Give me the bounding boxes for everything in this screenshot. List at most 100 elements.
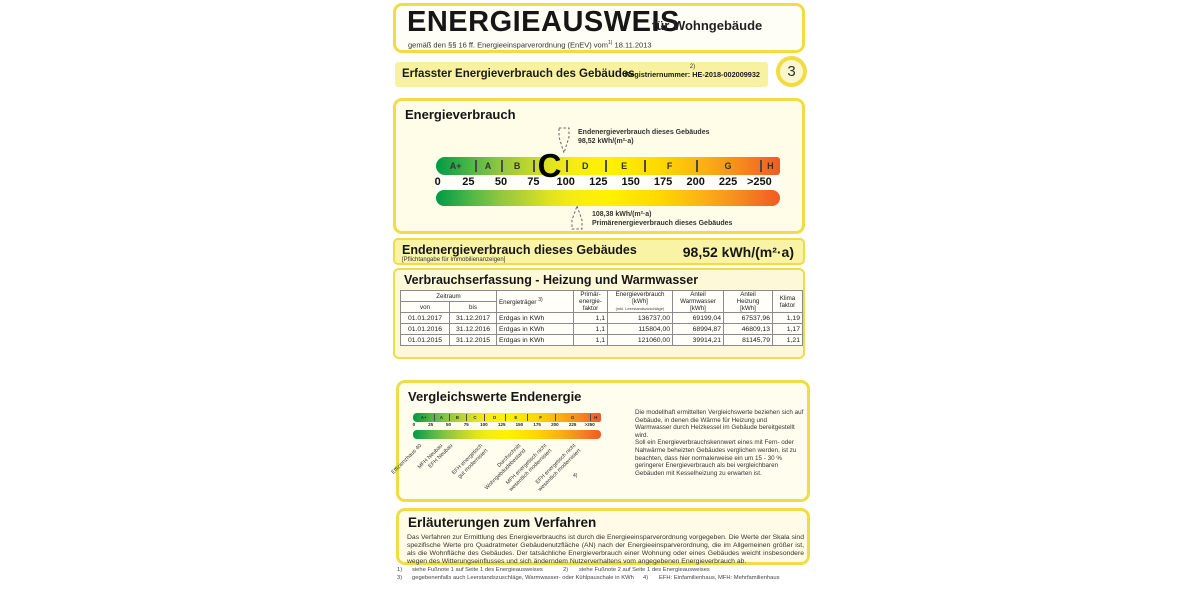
subtitle-date: 18.11.2013	[614, 40, 652, 50]
class-letter: A+	[420, 415, 427, 420]
consumption-table: Zeitraum Energieträger 3) Primär- energi…	[400, 290, 803, 346]
class-tick	[474, 159, 477, 173]
class-tick	[434, 413, 436, 422]
energy-class-band: A+ A B C D E F G H	[436, 149, 780, 182]
axis-tick-label: 125	[589, 176, 608, 188]
col-header-warmwasser: Anteil Warmwasser [kWh]	[672, 290, 724, 313]
cell-pef: 1,1	[573, 312, 608, 324]
certificate-header: ENERGIEAUSWEIS für Wohngebäude gemäß den…	[393, 3, 805, 53]
energy-scale-panel: Energieverbrauch Endenergieverbrauch die…	[393, 98, 805, 234]
class-letter: G	[570, 415, 575, 420]
cell-von: 01.01.2016	[400, 323, 450, 335]
footnote-mark: 2)	[563, 567, 569, 573]
cell-pef: 1,1	[573, 334, 608, 346]
primary-energy-value: 108,38 kWh/(m²·a)	[592, 211, 652, 218]
explanation-panel: Erläuterungen zum Verfahren Das Verfahre…	[396, 508, 810, 565]
class-tick	[695, 159, 698, 173]
comparison-paragraph: Die modellhaft ermittelten Vergleichswer…	[635, 409, 804, 477]
cell-energietraeger: Erdgas in KWh	[496, 323, 574, 335]
axis-tick-label: 225	[718, 176, 738, 188]
cell-bis: 31.12.2017	[449, 312, 497, 324]
col-header-verbrauch: Energieverbrauch [kWh] (inkl. Leerstandsz…	[607, 290, 673, 313]
class-tick	[483, 413, 485, 422]
cell-warmwasser: 69199,04	[672, 312, 724, 324]
axis-tick-label: 150	[515, 422, 524, 427]
comparison-panel: Vergleichswerte Endenergie A+ A B C D E …	[391, 380, 810, 502]
cell-verbrauch: 136737,00	[607, 312, 673, 324]
cell-von: 01.01.2015	[400, 334, 450, 346]
table-row: 01.01.2016 31.12.2016 Erdgas in KWh 1,1 …	[400, 323, 803, 335]
col-header-energietraeger: Energieträger 3)	[496, 290, 574, 313]
end-energy-row-value: 98,52 kWh/(m²·a)	[682, 244, 794, 260]
axis-tick-label: 200	[551, 422, 559, 427]
class-letter: B	[455, 415, 459, 420]
footnote-mark: 1)	[397, 567, 403, 573]
class-letter: A	[439, 415, 443, 420]
class-tick	[501, 159, 504, 173]
cell-energietraeger: Erdgas in KWh	[496, 334, 574, 346]
class-tick	[533, 159, 536, 173]
consumption-panel: Verbrauchserfassung - Heizung und Warmwa…	[393, 268, 805, 359]
footnotes: 1) siehe Fußnote 1 auf Seite 1 des Energ…	[397, 567, 808, 585]
cell-bis: 31.12.2015	[449, 334, 497, 346]
end-energy-row: Endenergieverbrauch dieses Gebäudes [Pfl…	[393, 238, 805, 265]
primary-energy-pointer-icon	[571, 205, 583, 230]
cell-heizung: 81145,79	[723, 334, 773, 346]
footnote-mark: 3)	[397, 575, 403, 581]
registration-number: Registriernummer: HE-2018-002009932	[624, 70, 760, 79]
axis-tick-label: 75	[527, 176, 540, 188]
class-letter: F	[539, 415, 543, 420]
footnote-text: siehe Fußnote 1 auf Seite 1 des Energiea…	[412, 567, 543, 573]
footnote-text: siehe Fußnote 2 auf Seite 1 des Energiea…	[579, 567, 710, 573]
class-letter: B	[513, 161, 521, 171]
axis-tick-label: 200	[686, 176, 705, 188]
axis-tick-label: 0	[412, 422, 416, 427]
explanation-title: Erläuterungen zum Verfahren	[408, 515, 597, 530]
axis-tick-label: 75	[463, 422, 469, 427]
col-header-zeitraum: Zeitraum	[400, 290, 497, 302]
verbrauch-sublabel: (inkl. Leerstandszuschläge)	[615, 306, 665, 311]
axis-tick-label: 225	[568, 422, 577, 427]
axis-tick-label: >250	[746, 176, 772, 188]
axis-tick-label: 100	[480, 422, 488, 427]
axis-tick-label: 25	[428, 422, 434, 427]
cell-heizung: 67537,96	[723, 312, 773, 324]
page-title: ENERGIEAUSWEIS	[407, 6, 680, 38]
class-letter: E	[514, 415, 518, 420]
footnote-ref-4: 4)	[573, 473, 578, 479]
footnote-text: EFH: Einfamilienhaus, MFH: Mehrfamilienh…	[659, 575, 780, 581]
section-bar: Erfasster Energieverbrauch des Gebäudes …	[395, 62, 768, 87]
comparison-label: EFH Neubau	[427, 443, 455, 470]
primary-energy-label: Primärenergieverbrauch dieses Gebäudes	[592, 219, 733, 227]
col-header-von: von	[400, 301, 450, 313]
primary-energy-annotation: 108,38 kWh/(m²·a) Primärenergieverbrauch…	[592, 211, 732, 228]
footnote-ref-1: 1)	[607, 40, 613, 46]
table-row: 01.01.2015 31.12.2015 Erdgas in KWh 1,1 …	[400, 334, 803, 346]
cell-energietraeger: Erdgas in KWh	[496, 312, 574, 324]
axis-tick-label: 150	[621, 176, 640, 188]
cell-klima: 1,21	[772, 334, 803, 346]
end-energy-row-subtitle: [Pflichtangabe für Immobilienanzeigen]	[402, 257, 506, 263]
comparison-class-band: A+ A B C D E F G H	[413, 413, 601, 422]
cell-von: 01.01.2017	[400, 312, 450, 324]
class-letter: C	[473, 415, 477, 420]
registration-block: 2) Registriernummer: HE-2018-002009932	[625, 64, 760, 79]
axis-tick-label: 25	[462, 176, 475, 188]
table-row: 01.01.2017 31.12.2017 Erdgas in KWh 1,1 …	[400, 312, 803, 324]
footnote-ref-2: 2)	[689, 64, 696, 70]
section-bar-title: Erfasster Energieverbrauch des Gebäudes	[402, 68, 635, 80]
class-letter: F	[666, 161, 673, 171]
end-energy-pointer-icon	[558, 127, 570, 155]
comparison-chart: A+ A B C D E F G H 0 25 50 75 100 125 15…	[391, 413, 613, 497]
scale-axis: 0 25 50 75 100 125 150 175 200 225 >250	[434, 175, 780, 190]
class-tick	[554, 413, 556, 422]
cell-heizung: 46809,13	[723, 323, 773, 335]
axis-tick-label: 50	[446, 422, 452, 427]
class-tick	[466, 413, 468, 422]
cell-klima: 1,17	[772, 323, 803, 335]
class-tick	[565, 159, 568, 173]
class-tick	[590, 413, 592, 422]
axis-tick-label: 0	[434, 176, 441, 188]
col-header-klima: Klima faktor	[772, 290, 803, 313]
class-letter: A	[484, 161, 492, 171]
